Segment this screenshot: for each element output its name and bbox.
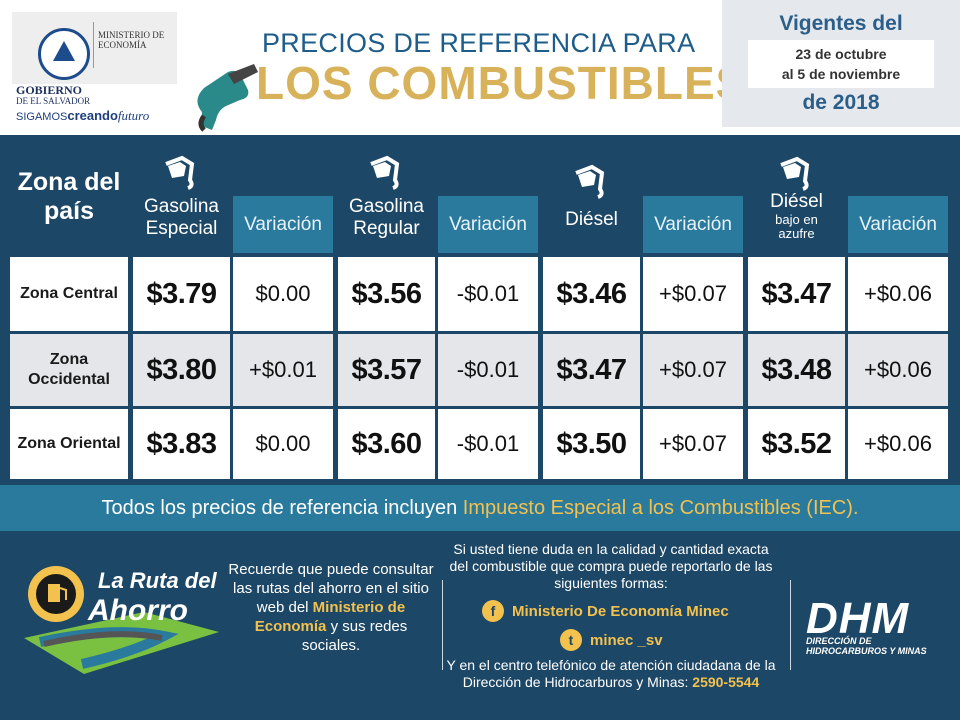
price-cell: $3.50 <box>543 409 640 479</box>
price-cell: $3.80 <box>133 334 230 406</box>
national-seal-icon <box>38 28 90 80</box>
header: MINISTERIO DE ECONOMÍA GOBIERNO DE EL SA… <box>0 0 960 135</box>
price-cell: $3.52 <box>748 409 845 479</box>
zone-header: Zona del país <box>10 140 128 253</box>
recuerde-text: Recuerde que puede consultar las rutas d… <box>228 561 434 654</box>
fuel-pump-icon <box>164 155 194 190</box>
validity-title: Vigentes del <box>779 12 903 35</box>
validity-line2: al 5 de noviembre <box>781 66 901 82</box>
twitter-label: minec _sv <box>590 631 663 649</box>
fuel-pump-icon <box>574 164 604 199</box>
price-cell: $3.47 <box>543 334 640 406</box>
variation-header: Variación <box>643 196 743 253</box>
price-cell: $3.48 <box>748 334 845 406</box>
facebook-label: Ministerio De Economía Minec <box>512 602 729 620</box>
validity-dates: 23 de octubre al 5 de noviembre <box>748 40 934 88</box>
fuel-name: Diésel <box>565 208 618 230</box>
ruta-title-line1: La Ruta del <box>98 568 217 593</box>
fuel-name: Gasolina Especial <box>144 195 219 239</box>
variation-cell: -$0.01 <box>438 334 538 406</box>
ministry-name: MINISTERIO DE ECONOMÍA <box>98 30 165 50</box>
validity-box: Vigentes del 23 de octubre al 5 de novie… <box>722 0 960 127</box>
variation-cell: +$0.07 <box>643 257 743 331</box>
fuel-header-diesel-bajo-azufre: Diésel bajo en azufre <box>748 140 845 253</box>
ruta-title-line2: Ahorro <box>88 594 188 627</box>
government-name: GOBIERNO <box>16 83 83 97</box>
zone-label-oriental: Zona Oriental <box>10 409 128 479</box>
fuel-pump-icon <box>369 155 399 190</box>
ministry-link: Ministerio de Economía <box>254 599 406 635</box>
fuel-sub: bajo en azufre <box>775 211 818 241</box>
iec-notice: Todos los precios de referencia incluyen… <box>0 485 960 531</box>
fuel-header-gasolina-especial: Gasolina Especial <box>133 140 230 253</box>
phone-number: 2590-5544 <box>692 674 760 690</box>
ruta-del-ahorro-logo <box>24 566 219 674</box>
variation-cell: +$0.06 <box>848 257 948 331</box>
price-cell: $3.47 <box>748 257 845 331</box>
price-cell: $3.79 <box>133 257 230 331</box>
dhm-logo: DHM <box>806 594 910 643</box>
facebook-icon: f <box>482 600 504 622</box>
dhm-subtitle: DIRECCIÓN DE HIDROCARBUROS Y MINAS <box>806 636 927 656</box>
government-logo <box>12 12 177 84</box>
variation-header: Variación <box>848 196 948 253</box>
twitter-icon: t <box>560 629 582 651</box>
fuel-name: Gasolina Regular <box>349 195 424 239</box>
variation-cell: $0.00 <box>233 409 333 479</box>
variation-cell: +$0.01 <box>233 334 333 406</box>
fuel-name: Diésel <box>770 190 823 212</box>
zone-label-central: Zona Central <box>10 257 128 331</box>
variation-cell: +$0.07 <box>643 334 743 406</box>
variation-cell: +$0.06 <box>848 409 948 479</box>
government-sub: DE EL SALVADOR <box>16 96 91 106</box>
title-line1: PRECIOS DE REFERENCIA PARA <box>262 28 696 58</box>
variation-cell: $0.00 <box>233 257 333 331</box>
price-cell: $3.57 <box>338 334 435 406</box>
fuel-pump-icon <box>779 156 809 191</box>
price-cell: $3.83 <box>133 409 230 479</box>
variation-cell: -$0.01 <box>438 409 538 479</box>
price-cell: $3.60 <box>338 409 435 479</box>
fuel-header-diesel: Diésel <box>543 140 640 253</box>
variation-header: Variación <box>233 196 333 253</box>
variation-cell: +$0.07 <box>643 409 743 479</box>
report-text: Si usted tiene duda en la calidad y cant… <box>449 541 773 591</box>
twitter-contact: t minec _sv <box>560 629 663 651</box>
variation-header: Variación <box>438 196 538 253</box>
iec-highlight: Impuesto Especial a los Combustibles (IE… <box>462 496 859 519</box>
validity-year: de 2018 <box>802 91 880 114</box>
variation-cell: +$0.06 <box>848 334 948 406</box>
validity-line1: 23 de octubre <box>795 46 887 62</box>
title-line2: LOS COMBUSTIBLES <box>256 57 748 109</box>
fuel-header-gasolina-regular: Gasolina Regular <box>338 140 435 253</box>
zone-label-occidental: Zona Occidental <box>10 334 128 406</box>
variation-cell: -$0.01 <box>438 257 538 331</box>
fuel-nozzle-icon <box>197 64 258 132</box>
slogan: SIGAMOScreandofuturo <box>16 108 150 123</box>
facebook-contact: f Ministerio De Economía Minec <box>482 600 729 622</box>
price-cell: $3.56 <box>338 257 435 331</box>
callcenter-text: Y en el centro telefónico de atención ci… <box>446 657 776 690</box>
price-cell: $3.46 <box>543 257 640 331</box>
